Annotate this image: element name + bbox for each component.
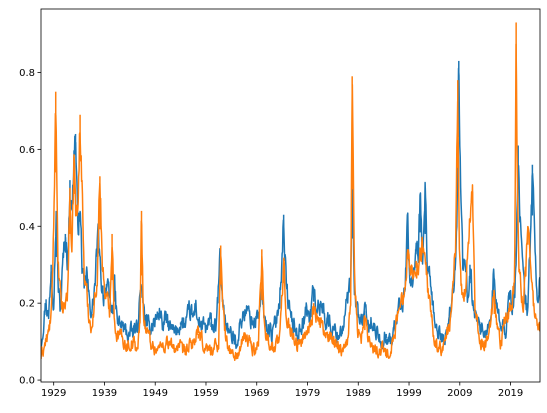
x-tick-label: 1959 (193, 388, 218, 399)
series-line-2 (41, 43, 540, 361)
x-tick-label: 1979 (295, 388, 320, 399)
y-tick-label: 0.6 (19, 145, 35, 156)
series-layer (41, 22, 540, 361)
x-tick-label: 1949 (142, 388, 167, 399)
x-tick-label: 2009 (447, 388, 472, 399)
x-tick-label: 2019 (498, 388, 523, 399)
x-tick-label: 1989 (346, 388, 371, 399)
x-tick-label: 1999 (396, 388, 421, 399)
x-tick-label: 1929 (41, 388, 66, 399)
x-tick-label: 1939 (92, 388, 117, 399)
y-tick-label: 0.0 (19, 376, 35, 387)
x-axis: 1929 1939 1949 1959 1969 1979 1989 1999 2009 2019 (41, 382, 523, 399)
y-tick-label: 0.2 (19, 299, 35, 310)
x-tick-label: 1969 (244, 388, 269, 399)
axes-frame (40, 8, 541, 383)
series-line-1 (41, 67, 540, 351)
y-tick-label: 0.8 (19, 68, 35, 79)
y-axis: 0.0 0.2 0.4 0.6 0.8 (19, 68, 41, 387)
y-tick-label: 0.4 (19, 222, 35, 233)
